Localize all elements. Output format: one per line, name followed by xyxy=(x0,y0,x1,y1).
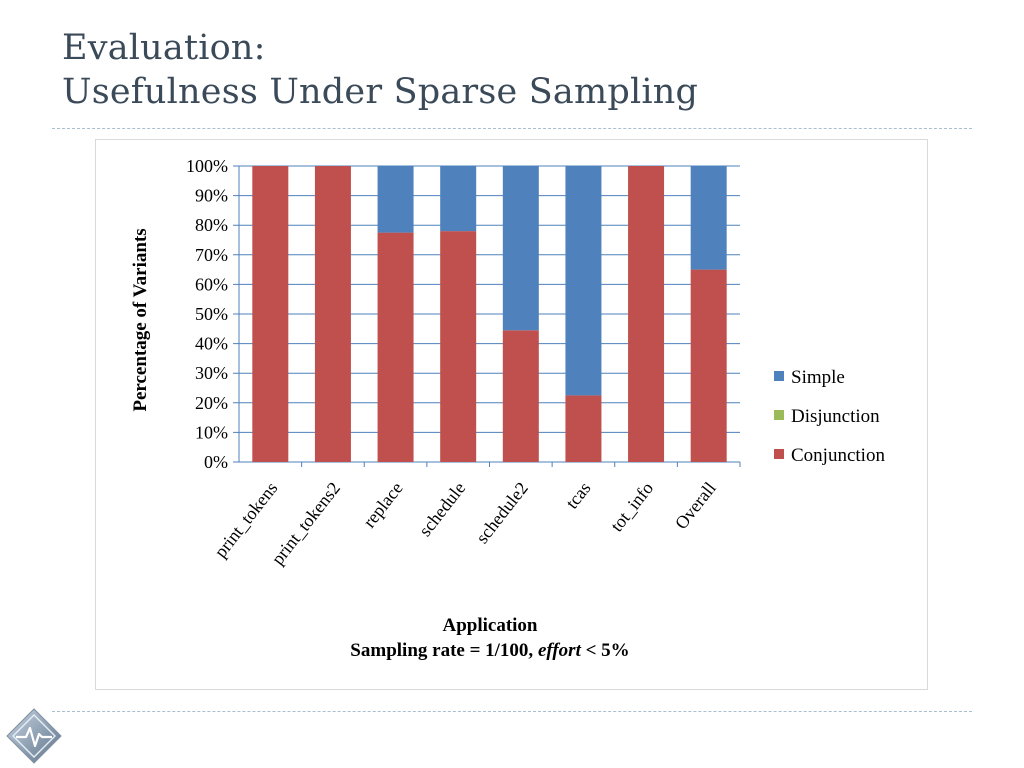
legend-label-conjunction: Conjunction xyxy=(791,445,885,466)
y-tick-label-100: 100% xyxy=(186,156,228,176)
y-tick-label-40: 40% xyxy=(195,334,228,354)
x-axis-label: Application xyxy=(442,615,537,636)
y-tick-label-0: 0% xyxy=(204,452,228,472)
bar-simple-schedule xyxy=(440,166,477,232)
legend-swatch-simple xyxy=(774,371,784,381)
bar-conjunction-replace xyxy=(377,232,414,462)
stacked-bar-chart: 0% 10% 20% 30% 40% 50% 60% 70% 80% 90% 100% print_… xyxy=(130,156,885,661)
bar-conjunction-print_tokens xyxy=(252,166,289,462)
sampling-rate-label: Sampling rate = 1/100, effort < 5% xyxy=(350,640,629,661)
y-tick-label-10: 10% xyxy=(195,422,228,442)
bar-simple-tcas xyxy=(565,166,602,396)
sampling-rate-effort: effort xyxy=(538,640,582,661)
x-tick-label-schedule: schedule xyxy=(415,478,470,540)
bar-simple-replace xyxy=(377,166,414,233)
bars xyxy=(252,166,727,462)
bar-conjunction-schedule xyxy=(440,231,477,462)
bar-simple-Overall xyxy=(690,166,727,270)
x-tick-label-print_tokens: print_tokens xyxy=(210,478,281,561)
x-tick-label-tcas: tcas xyxy=(562,478,595,512)
legend-swatch-conjunction xyxy=(774,449,784,459)
bar-conjunction-Overall xyxy=(690,269,727,462)
y-tick-label-90: 90% xyxy=(195,186,228,206)
bar-conjunction-tcas xyxy=(565,395,602,462)
slide-title: Evaluation: Usefulness Under Sparse Samp… xyxy=(62,26,698,114)
bar-simple-schedule2 xyxy=(502,166,539,331)
bar-conjunction-print_tokens2 xyxy=(314,166,351,462)
y-tick-label-70: 70% xyxy=(195,245,228,265)
sampling-rate-prefix: Sampling rate = 1/100, xyxy=(350,640,538,661)
slide-title-line-1: Evaluation: xyxy=(62,28,266,68)
bar-conjunction-tot_info xyxy=(628,166,665,462)
bottom-divider xyxy=(52,711,972,712)
legend-label-simple: Simple xyxy=(791,367,845,388)
y-tick-label-80: 80% xyxy=(195,215,228,235)
x-tick-label-schedule2: schedule2 xyxy=(472,478,532,547)
slide-title-line-2: Usefulness Under Sparse Sampling xyxy=(62,72,699,112)
bar-conjunction-schedule2 xyxy=(502,330,539,462)
legend: Simple Disjunction Conjunction xyxy=(774,367,885,466)
legend-label-disjunction: Disjunction xyxy=(791,406,880,427)
y-tick-label-30: 30% xyxy=(195,363,228,383)
y-tick-label-50: 50% xyxy=(195,304,228,324)
y-tick-label-20: 20% xyxy=(195,393,228,413)
y-tick-label-60: 60% xyxy=(195,274,228,294)
x-tick-label-replace: replace xyxy=(359,478,407,531)
chart-frame: 0% 10% 20% 30% 40% 50% 60% 70% 80% 90% 100% print_… xyxy=(95,139,928,690)
legend-swatch-disjunction xyxy=(774,410,784,420)
diamond-logo-icon xyxy=(6,708,62,764)
x-tick-label-Overall: Overall xyxy=(671,478,720,533)
y-axis-label: Percentage of Variants xyxy=(130,228,151,411)
top-divider xyxy=(52,128,972,129)
x-tick-label-tot_info: tot_info xyxy=(606,478,657,535)
y-tick-labels: 0% 10% 20% 30% 40% 50% 60% 70% 80% 90% 100% xyxy=(186,156,228,472)
sampling-rate-suffix: < 5% xyxy=(581,640,630,661)
